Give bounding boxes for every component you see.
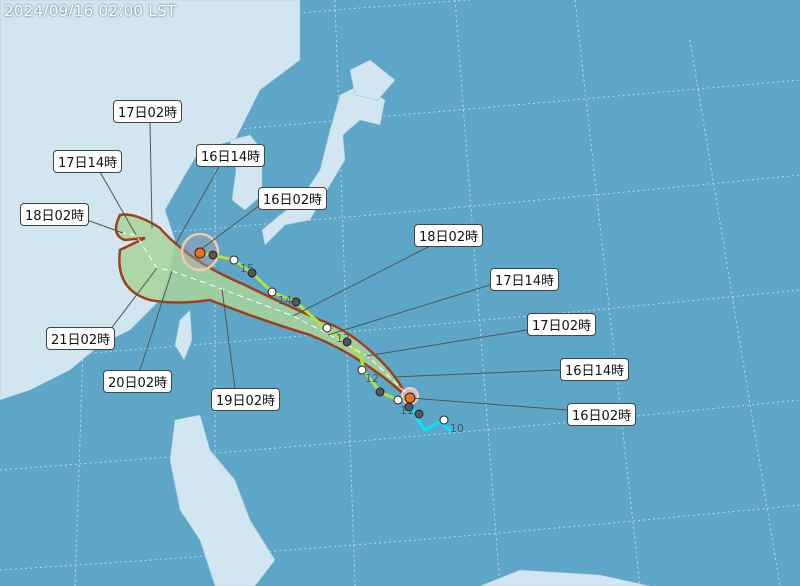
track-day-labels: 10 11 12 13 14 15 [240, 262, 464, 435]
time-label: 21日02時 [46, 327, 116, 350]
asia-mainland [0, 0, 301, 401]
leader-lines [86, 121, 568, 411]
new-guinea [479, 569, 651, 586]
svg-text:15: 15 [240, 262, 254, 275]
map-timestamp: 2024/09/16 02:00 LST [4, 2, 177, 20]
time-label: 17日14時 [490, 268, 560, 291]
time-label: 17日02時 [527, 313, 597, 336]
time-label: 18日02時 [414, 224, 484, 247]
track-points [194, 247, 449, 425]
time-label: 19日02時 [211, 388, 281, 411]
time-label: 18日02時 [20, 203, 90, 226]
time-label: 20日02時 [103, 370, 173, 393]
japan [261, 84, 386, 246]
current-position-marker [404, 392, 416, 404]
forecast-end-marker [194, 247, 206, 259]
time-label: 16日14時 [560, 358, 630, 381]
svg-text:12: 12 [365, 372, 379, 385]
time-label: 17日14時 [53, 150, 123, 173]
svg-text:11: 11 [400, 404, 414, 417]
philippines [169, 414, 276, 586]
svg-text:10: 10 [450, 422, 464, 435]
time-label: 17日02時 [113, 100, 183, 123]
taiwan [174, 309, 193, 361]
time-label: 16日02時 [258, 187, 328, 210]
svg-text:13: 13 [336, 332, 350, 345]
time-label: 16日02時 [567, 403, 637, 426]
svg-text:14: 14 [278, 294, 292, 307]
land [0, 0, 651, 586]
hokkaido [349, 59, 396, 101]
time-label: 16日14時 [196, 144, 266, 167]
